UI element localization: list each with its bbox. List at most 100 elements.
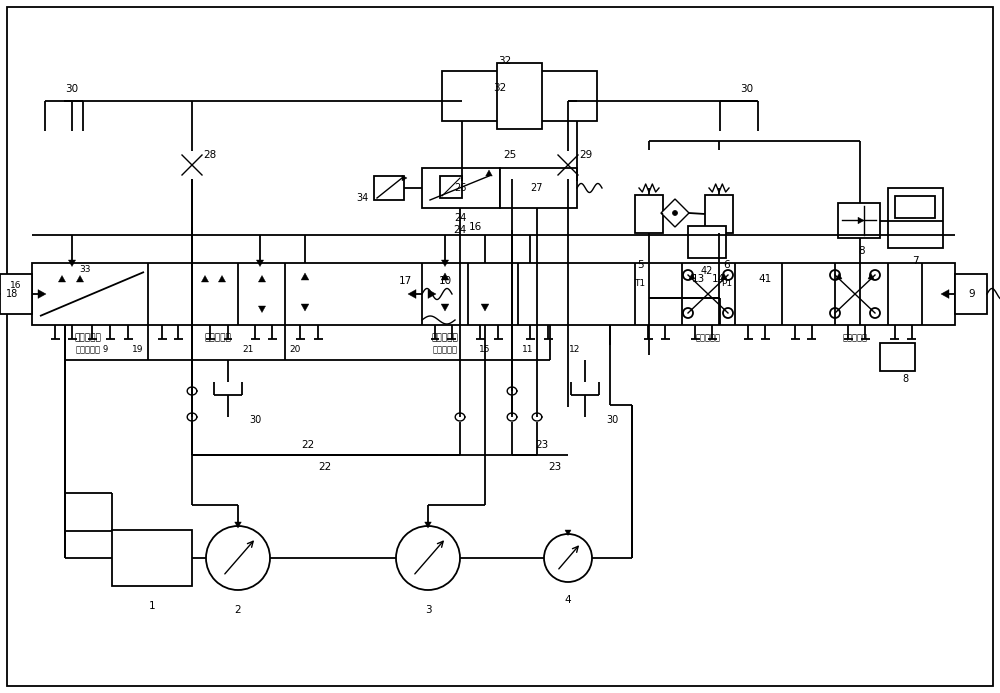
Text: 26: 26 (454, 183, 466, 193)
Bar (955, 274, 987, 314)
Polygon shape (441, 304, 449, 311)
Polygon shape (941, 290, 949, 299)
Text: 9: 9 (102, 346, 108, 355)
Text: 1: 1 (149, 601, 155, 611)
Text: 23: 23 (548, 462, 562, 472)
Polygon shape (428, 290, 436, 299)
Bar (497, 63, 542, 129)
Text: 7: 7 (912, 256, 918, 266)
Text: 30: 30 (740, 84, 754, 94)
Bar (32, 263, 955, 325)
Text: 5: 5 (637, 260, 643, 270)
Text: 怠速工作位: 怠速工作位 (432, 346, 458, 355)
Text: 6: 6 (724, 260, 730, 270)
Polygon shape (201, 276, 209, 282)
Text: 20: 20 (289, 346, 301, 355)
Polygon shape (402, 175, 407, 181)
Polygon shape (565, 530, 571, 536)
Text: 30: 30 (65, 84, 79, 94)
Circle shape (870, 270, 880, 280)
Polygon shape (256, 260, 264, 267)
Polygon shape (76, 276, 84, 282)
Circle shape (723, 270, 733, 280)
Bar (895, 196, 935, 218)
Polygon shape (58, 276, 66, 282)
Circle shape (396, 526, 460, 590)
Polygon shape (38, 290, 46, 299)
Polygon shape (661, 199, 689, 227)
Text: 外摆工作位: 外摆工作位 (432, 333, 458, 342)
Circle shape (683, 308, 693, 318)
Polygon shape (721, 274, 727, 279)
Text: 8: 8 (859, 246, 865, 256)
Text: 22: 22 (301, 440, 315, 450)
Text: 16: 16 (468, 222, 482, 232)
Text: 2: 2 (235, 605, 241, 615)
Text: 41: 41 (758, 274, 772, 284)
Polygon shape (408, 290, 416, 299)
Text: 18: 18 (6, 289, 18, 299)
Text: 16: 16 (10, 281, 22, 290)
Bar (442, 71, 597, 121)
Polygon shape (486, 170, 492, 176)
Text: 3: 3 (425, 605, 431, 615)
Text: 24: 24 (454, 213, 466, 223)
Polygon shape (425, 522, 431, 528)
Text: 24: 24 (453, 225, 467, 235)
Bar (838, 203, 880, 238)
Circle shape (830, 270, 840, 280)
Text: T1: T1 (634, 279, 646, 288)
Bar (422, 168, 500, 208)
Polygon shape (689, 274, 695, 279)
Text: 11: 11 (522, 346, 534, 355)
Bar (0, 274, 32, 314)
Bar (374, 176, 404, 200)
Polygon shape (258, 276, 266, 282)
Polygon shape (301, 304, 309, 311)
Bar (880, 343, 915, 371)
Polygon shape (836, 274, 842, 279)
Bar (112, 530, 192, 586)
Text: 内收工作位: 内收工作位 (75, 333, 101, 342)
Text: 28: 28 (203, 150, 217, 160)
Text: 重载工作位: 重载工作位 (843, 333, 868, 342)
Text: 9: 9 (969, 289, 975, 299)
Text: 15: 15 (479, 346, 491, 355)
Polygon shape (441, 273, 449, 280)
Bar (888, 188, 943, 248)
Text: 12: 12 (569, 346, 581, 355)
Text: 42: 42 (701, 266, 713, 276)
Bar (635, 195, 663, 233)
Circle shape (206, 526, 270, 590)
Polygon shape (868, 274, 874, 279)
Circle shape (544, 534, 592, 582)
Polygon shape (235, 522, 241, 528)
Text: 34: 34 (356, 193, 368, 203)
Text: 轻载工作位: 轻载工作位 (696, 333, 720, 342)
Polygon shape (68, 260, 76, 267)
Text: 14: 14 (711, 274, 725, 284)
Text: 27: 27 (531, 183, 543, 193)
Polygon shape (858, 217, 864, 224)
Text: 8: 8 (902, 374, 908, 384)
Text: 25: 25 (503, 150, 517, 160)
Text: 13: 13 (691, 274, 705, 284)
Polygon shape (301, 273, 309, 280)
Text: 30: 30 (606, 415, 618, 425)
Polygon shape (481, 304, 489, 311)
Circle shape (830, 308, 840, 318)
Bar (440, 176, 462, 198)
Text: 21: 21 (242, 346, 254, 355)
Circle shape (870, 308, 880, 318)
Text: 33: 33 (79, 265, 91, 274)
Circle shape (672, 211, 678, 216)
Polygon shape (258, 306, 266, 313)
Text: 怠速工作位: 怠速工作位 (76, 346, 100, 355)
Circle shape (683, 270, 693, 280)
Polygon shape (218, 276, 226, 282)
Bar (688, 226, 726, 258)
Text: 32: 32 (493, 83, 507, 93)
Text: 30: 30 (249, 415, 261, 425)
Circle shape (723, 308, 733, 318)
Text: 29: 29 (579, 150, 593, 160)
